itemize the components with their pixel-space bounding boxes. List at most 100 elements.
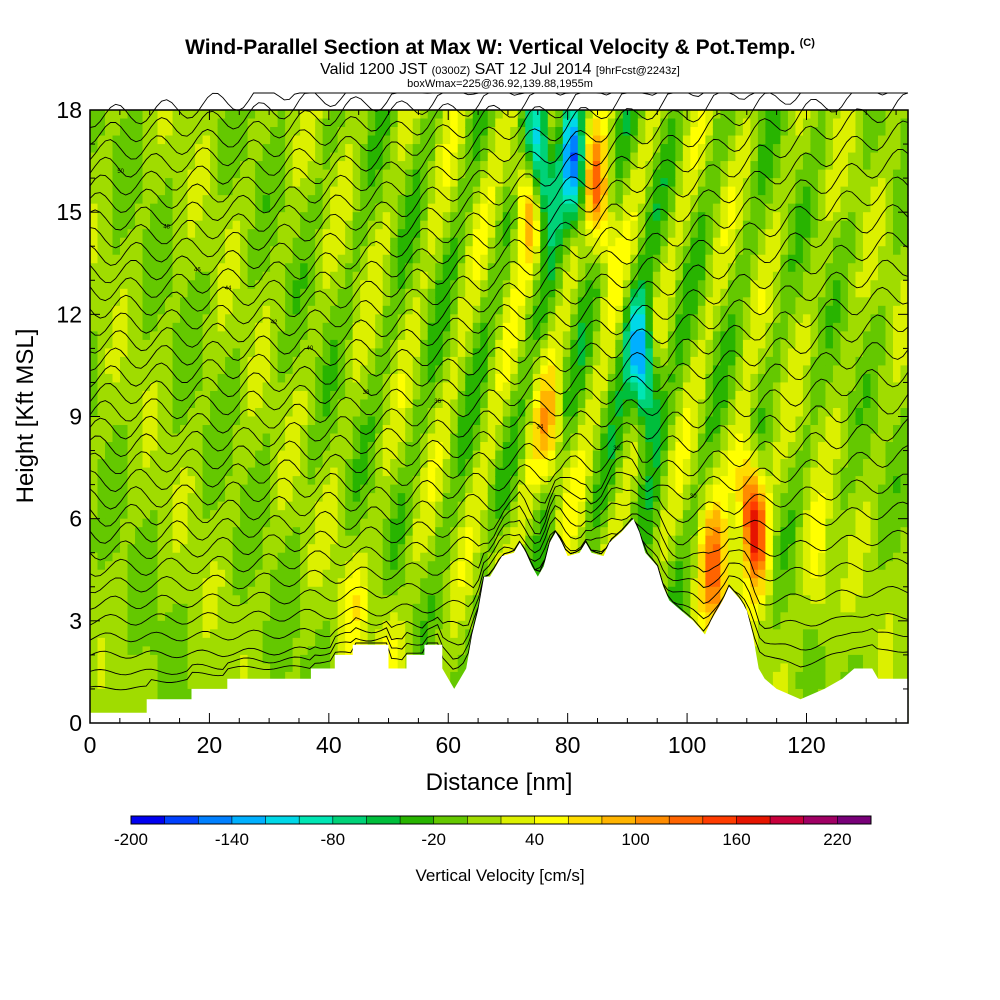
velocity-cell (315, 118, 324, 128)
velocity-cell (405, 442, 414, 452)
velocity-cell (532, 433, 541, 443)
velocity-cell (330, 561, 339, 571)
velocity-cell (442, 654, 451, 664)
velocity-cell (172, 527, 181, 537)
velocity-cell (562, 288, 571, 298)
velocity-cell (292, 203, 301, 213)
velocity-cell (135, 569, 144, 579)
velocity-cell (360, 399, 369, 409)
velocity-cell (457, 425, 466, 435)
velocity-cell (390, 178, 399, 188)
velocity-cell (97, 118, 106, 128)
velocity-cell (487, 484, 496, 494)
velocity-cell (532, 476, 541, 486)
velocity-cell (480, 178, 489, 188)
velocity-cell (165, 339, 174, 349)
velocity-cell (105, 476, 114, 486)
velocity-cell (427, 527, 436, 537)
velocity-cell (427, 186, 436, 196)
velocity-cell (367, 467, 376, 477)
velocity-cell (457, 178, 466, 188)
velocity-cell (195, 365, 204, 375)
velocity-cell (337, 527, 346, 537)
velocity-cell (405, 416, 414, 426)
velocity-cell (127, 246, 136, 256)
velocity-cell (285, 161, 294, 171)
velocity-cell (202, 620, 211, 630)
velocity-cell (375, 629, 384, 639)
velocity-cell (420, 416, 429, 426)
velocity-cell (427, 561, 436, 571)
velocity-cell (127, 544, 136, 554)
velocity-cell (277, 450, 286, 460)
velocity-cell (487, 322, 496, 332)
velocity-cell (472, 459, 481, 469)
velocity-cell (165, 246, 174, 256)
velocity-cell (397, 110, 406, 120)
velocity-cell (195, 220, 204, 230)
velocity-cell (450, 237, 459, 247)
velocity-cell (210, 348, 219, 358)
velocity-cell (172, 476, 181, 486)
velocity-cell (525, 212, 534, 222)
velocity-cell (375, 433, 384, 443)
velocity-cell (150, 671, 159, 682)
velocity-cell (600, 195, 609, 205)
velocity-cell (442, 450, 451, 460)
velocity-cell (472, 237, 481, 247)
velocity-cell (180, 203, 189, 213)
velocity-cell (345, 203, 354, 213)
velocity-cell (157, 527, 166, 537)
velocity-cell (285, 510, 294, 520)
velocity-cell (232, 152, 241, 162)
velocity-cell (105, 450, 114, 460)
velocity-cell (225, 527, 234, 537)
velocity-cell (187, 425, 196, 435)
velocity-cell (172, 144, 181, 154)
velocity-cell (487, 161, 496, 171)
velocity-cell (360, 348, 369, 358)
velocity-cell (570, 425, 579, 435)
velocity-cell (217, 203, 226, 213)
velocity-cell (600, 288, 609, 298)
velocity-cell (315, 314, 324, 324)
velocity-cell (517, 484, 526, 494)
velocity-cell (352, 578, 361, 588)
velocity-cell (607, 271, 616, 281)
velocity-cell (367, 510, 376, 520)
velocity-cell (105, 373, 114, 384)
velocity-cell (142, 629, 151, 639)
velocity-cell (172, 399, 181, 409)
velocity-cell (225, 467, 234, 477)
velocity-cell (187, 561, 196, 571)
velocity-cell (420, 561, 429, 571)
velocity-cell (180, 654, 189, 664)
velocity-cell (120, 680, 129, 690)
velocity-cell (382, 203, 391, 213)
velocity-cell (202, 629, 211, 639)
velocity-cell (397, 561, 406, 571)
velocity-cell (187, 612, 196, 622)
velocity-cell (180, 629, 189, 639)
velocity-cell (502, 212, 511, 222)
velocity-cell (412, 595, 421, 605)
velocity-cell (457, 654, 466, 664)
velocity-cell (195, 527, 204, 537)
velocity-cell (450, 433, 459, 443)
velocity-cell (600, 280, 609, 290)
velocity-cell (202, 459, 211, 469)
velocity-cell (345, 527, 354, 537)
velocity-cell (510, 186, 519, 196)
velocity-cell (480, 399, 489, 409)
velocity-cell (330, 356, 339, 367)
velocity-cell (277, 297, 286, 307)
velocity-cell (135, 212, 144, 222)
velocity-cell (90, 280, 99, 290)
velocity-cell (390, 467, 399, 477)
velocity-cell (375, 535, 384, 545)
velocity-cell (120, 552, 129, 562)
velocity-cell (277, 169, 286, 179)
velocity-cell (90, 127, 99, 137)
velocity-cell (397, 620, 406, 630)
velocity-cell (277, 195, 286, 205)
